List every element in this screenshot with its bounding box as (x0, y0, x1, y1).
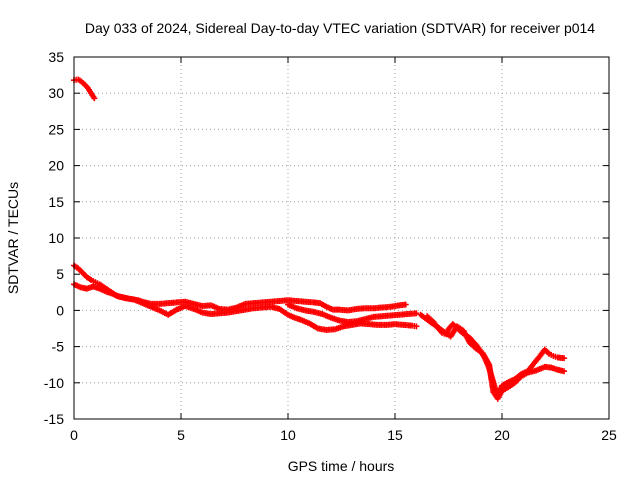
series-trace-b (71, 281, 420, 333)
x-tick-label: 5 (177, 427, 185, 443)
series-early-segment (71, 76, 98, 102)
y-tick-label: 10 (48, 230, 64, 246)
label-layer: 0 5 10 15 20 25 -15 -10 -5 0 5 10 15 20 25 30 35 (44, 49, 617, 443)
y-tick-label: 5 (56, 266, 64, 282)
data-point (413, 323, 420, 330)
x-tick-label: 20 (494, 427, 510, 443)
chart-title: Day 033 of 2024, Sidereal Day-to-day VTE… (85, 20, 595, 36)
y-tick-label: -10 (44, 375, 64, 391)
x-axis-title: GPS time / hours (288, 458, 395, 474)
data-point (413, 310, 420, 317)
data-layer (71, 76, 568, 402)
y-tick-label: 35 (48, 49, 64, 65)
y-tick-label: 20 (48, 158, 64, 174)
y-tick-label: 30 (48, 85, 64, 101)
tick-layer (73, 56, 610, 420)
grid-layer (74, 57, 609, 419)
x-tick-label: 25 (601, 427, 617, 443)
data-point (402, 301, 409, 308)
x-tick-label: 10 (280, 427, 296, 443)
y-tick-label: 15 (48, 194, 64, 210)
series-trace-e (417, 311, 568, 402)
x-tick-label: 0 (70, 427, 78, 443)
x-tick-label: 15 (387, 427, 403, 443)
y-axis-title: SDTVAR / TECUs (5, 182, 21, 294)
data-point (561, 368, 568, 375)
series-trace-c (285, 301, 420, 325)
y-tick-label: -5 (52, 339, 65, 355)
y-tick-label: 25 (48, 121, 64, 137)
y-tick-label: 0 (56, 302, 64, 318)
data-point (91, 95, 98, 102)
data-point (561, 355, 568, 362)
y-tick-label: -15 (44, 411, 64, 427)
